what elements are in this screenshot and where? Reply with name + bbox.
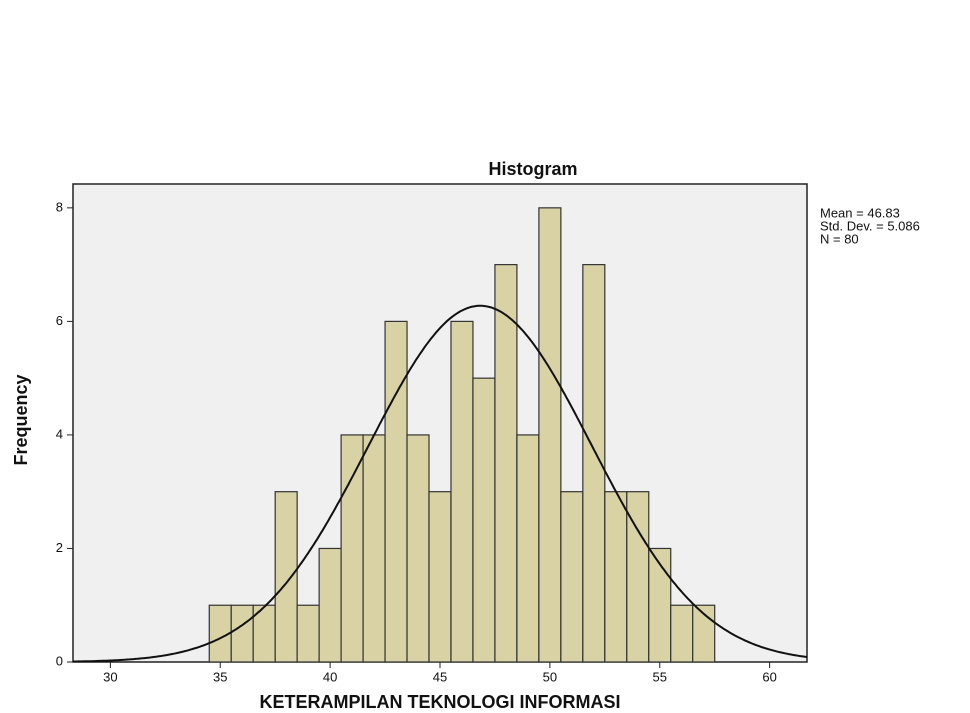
stats-label: N = 80 [820,231,859,246]
x-tick-label: 60 [762,669,776,684]
chart: Histogram KETERAMPILAN TEKNOLOGI INFORMA… [0,0,970,713]
bar [539,208,561,662]
bar [275,492,297,662]
bar [671,605,693,662]
chart-title: Histogram [488,159,577,179]
y-tick-label: 4 [56,426,63,441]
x-tick-label: 40 [323,669,337,684]
bar [517,435,539,662]
y-tick-label: 6 [56,313,63,328]
bar [385,321,407,662]
x-tick-label: 45 [433,669,447,684]
bar [407,435,429,662]
bar [451,321,473,662]
y-tick-label: 0 [56,653,63,668]
x-axis-label: KETERAMPILAN TEKNOLOGI INFORMASI [260,692,621,712]
bar [473,378,495,662]
bar [363,435,385,662]
y-tick-label: 2 [56,540,63,555]
y-axis-label: Frequency [11,374,31,465]
x-tick-label: 35 [213,669,227,684]
bar [341,435,363,662]
bar [429,492,451,662]
bar [605,492,627,662]
x-tick-label: 55 [653,669,667,684]
bar [231,605,253,662]
x-tick-label: 50 [543,669,557,684]
y-tick-label: 8 [56,199,63,214]
bar [561,492,583,662]
x-tick-label: 30 [103,669,117,684]
bar [319,548,341,662]
bar [297,605,319,662]
bar [495,265,517,662]
